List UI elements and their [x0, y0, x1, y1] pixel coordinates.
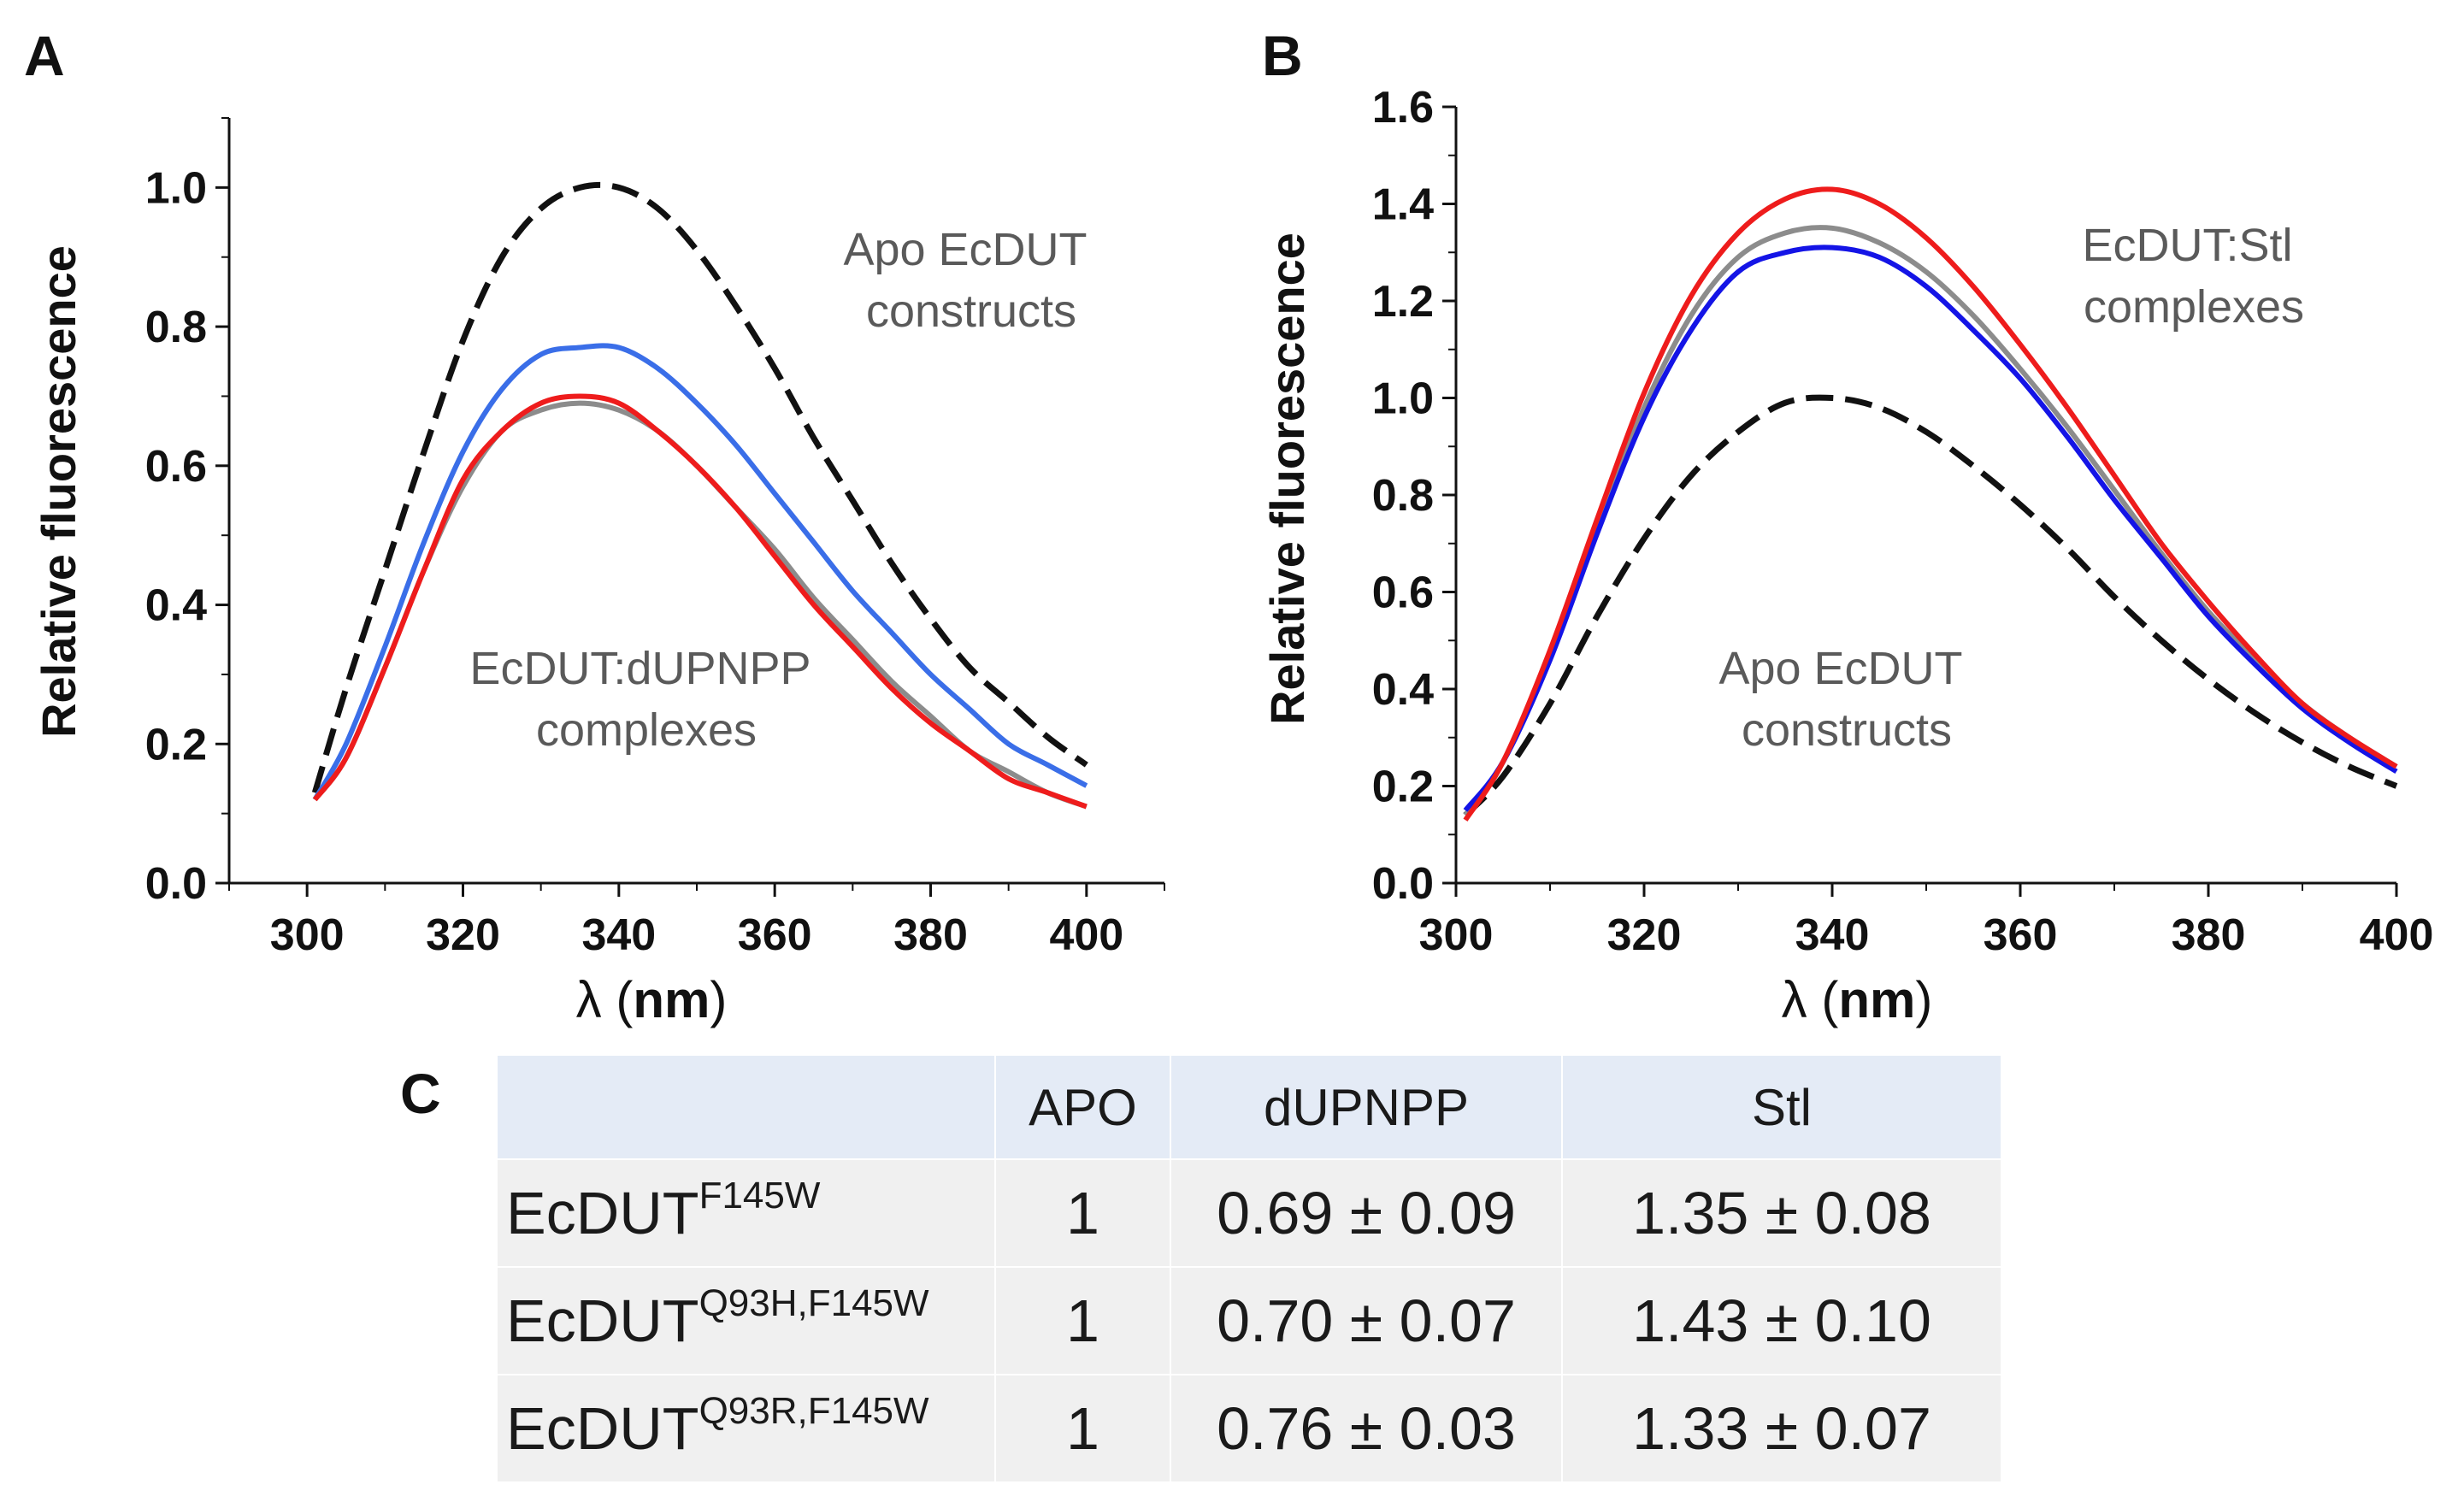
x-tick-label: 400	[2360, 910, 2434, 960]
table-header-stl: Stl	[1561, 1054, 2002, 1160]
y-tick-label: 0.6	[1372, 568, 1434, 618]
chart-b-ylabel: Relative fluorescence	[1260, 233, 1314, 725]
y-tick-label: 1.0	[145, 163, 207, 213]
chart-b-series	[1463, 186, 2398, 822]
panel-label-a: A	[24, 24, 65, 87]
series-line-3	[1463, 186, 2398, 822]
x-tick-label: 380	[893, 910, 968, 960]
x-tick-label: 320	[1607, 910, 1682, 960]
chart-b-tick-labels: 300 320 340 360 380 400 0.0 0.2 0.4 0.6 0.8 1.0 1.2 1…	[1372, 83, 2434, 960]
x-tick-label: 400	[1049, 910, 1123, 960]
chart-a: 300 320 340 360 380 400 0.0 0.2 0.4 0.6 0.8 1.0 Rel…	[32, 117, 1165, 1028]
y-tick-label: 0.8	[1372, 471, 1434, 521]
table-row: EcDUTQ93R,F145W 1 0.76 ± 0.03 1.33 ± 0.0…	[496, 1374, 2002, 1483]
apo-value: 1	[994, 1374, 1171, 1483]
y-tick-label: 1.0	[1372, 374, 1434, 424]
y-tick-label: 1.2	[1372, 277, 1434, 327]
y-tick-label: 1.4	[1372, 180, 1434, 230]
series-line-0	[311, 181, 1088, 794]
results-table: APO dUPNPP Stl EcDUTF145W 1 0.69 ± 0.09 …	[496, 1054, 2002, 1483]
series-line-0	[1463, 394, 2398, 817]
apo-value: 1	[994, 1266, 1171, 1375]
y-tick-label: 0.0	[1372, 859, 1434, 909]
chart-a-xlabel: λ (nm)	[576, 971, 728, 1028]
chart-a-annotation-apo: Apo EcDUT constructs	[843, 224, 1099, 337]
chart-a-ylabel: Relative fluorescence	[32, 245, 85, 738]
y-tick-label: 0.0	[145, 859, 207, 909]
dupnpp-value: 0.70 ± 0.07	[1170, 1266, 1563, 1375]
apo-value: 1	[994, 1158, 1171, 1268]
stl-value: 1.43 ± 0.10	[1561, 1266, 2002, 1375]
x-tick-label: 380	[2172, 910, 2246, 960]
table-header-row: APO dUPNPP Stl	[496, 1054, 2002, 1160]
y-tick-label: 0.4	[1372, 665, 1434, 715]
x-tick-label: 340	[581, 910, 656, 960]
chart-b: 300 320 340 360 380 400 0.0 0.2 0.4 0.6 0.8 1.0 1.2 1…	[1260, 83, 2433, 1028]
x-tick-label: 360	[1984, 910, 2058, 960]
dupnpp-value: 0.76 ± 0.03	[1170, 1374, 1563, 1483]
x-tick-label: 320	[426, 910, 500, 960]
x-tick-label: 300	[1419, 910, 1494, 960]
panel-label-b: B	[1262, 24, 1303, 87]
y-tick-label: 0.2	[1372, 763, 1434, 812]
dupnpp-value: 0.69 ± 0.09	[1170, 1158, 1563, 1268]
series-line-2	[1463, 244, 2398, 812]
table-header-apo: APO	[994, 1054, 1171, 1160]
chart-b-annotation-complex: EcDUT:Stl complexes	[2082, 220, 2305, 333]
y-tick-label: 0.4	[145, 581, 207, 631]
table-row: EcDUTF145W 1 0.69 ± 0.09 1.35 ± 0.08	[496, 1158, 2002, 1268]
chart-a-series	[311, 181, 1088, 810]
y-tick-label: 1.6	[1372, 83, 1434, 133]
chart-b-xlabel: λ (nm)	[1782, 971, 1933, 1028]
x-tick-label: 360	[738, 910, 812, 960]
stl-value: 1.33 ± 0.07	[1561, 1374, 2002, 1483]
construct-name: EcDUTQ93H,F145W	[496, 1266, 996, 1375]
panel-label-c: C	[400, 1062, 441, 1125]
construct-name: EcDUTQ93R,F145W	[496, 1374, 996, 1483]
stl-value: 1.35 ± 0.08	[1561, 1158, 2002, 1268]
series-line-3	[312, 393, 1088, 810]
table-header-dupnpp: dUPNPP	[1170, 1054, 1563, 1160]
table-header-cell	[496, 1054, 996, 1160]
x-tick-label: 300	[270, 910, 345, 960]
construct-name: EcDUTF145W	[496, 1158, 996, 1268]
series-line-1	[312, 343, 1088, 801]
y-tick-label: 0.2	[145, 720, 207, 769]
chart-a-ticks	[215, 117, 1165, 897]
y-tick-label: 0.8	[145, 303, 207, 352]
table-row: EcDUTQ93H,F145W 1 0.70 ± 0.07 1.43 ± 0.1…	[496, 1266, 2002, 1375]
chart-a-annotation-complex: EcDUT:dUPNPP complexes	[469, 643, 822, 756]
x-tick-label: 340	[1795, 910, 1870, 960]
chart-b-annotation-apo: Apo EcDUT constructs	[1718, 643, 1974, 756]
y-tick-label: 0.6	[145, 442, 207, 492]
chart-a-tick-labels: 300 320 340 360 380 400 0.0 0.2 0.4 0.6 0.8 1.0	[145, 163, 1124, 960]
